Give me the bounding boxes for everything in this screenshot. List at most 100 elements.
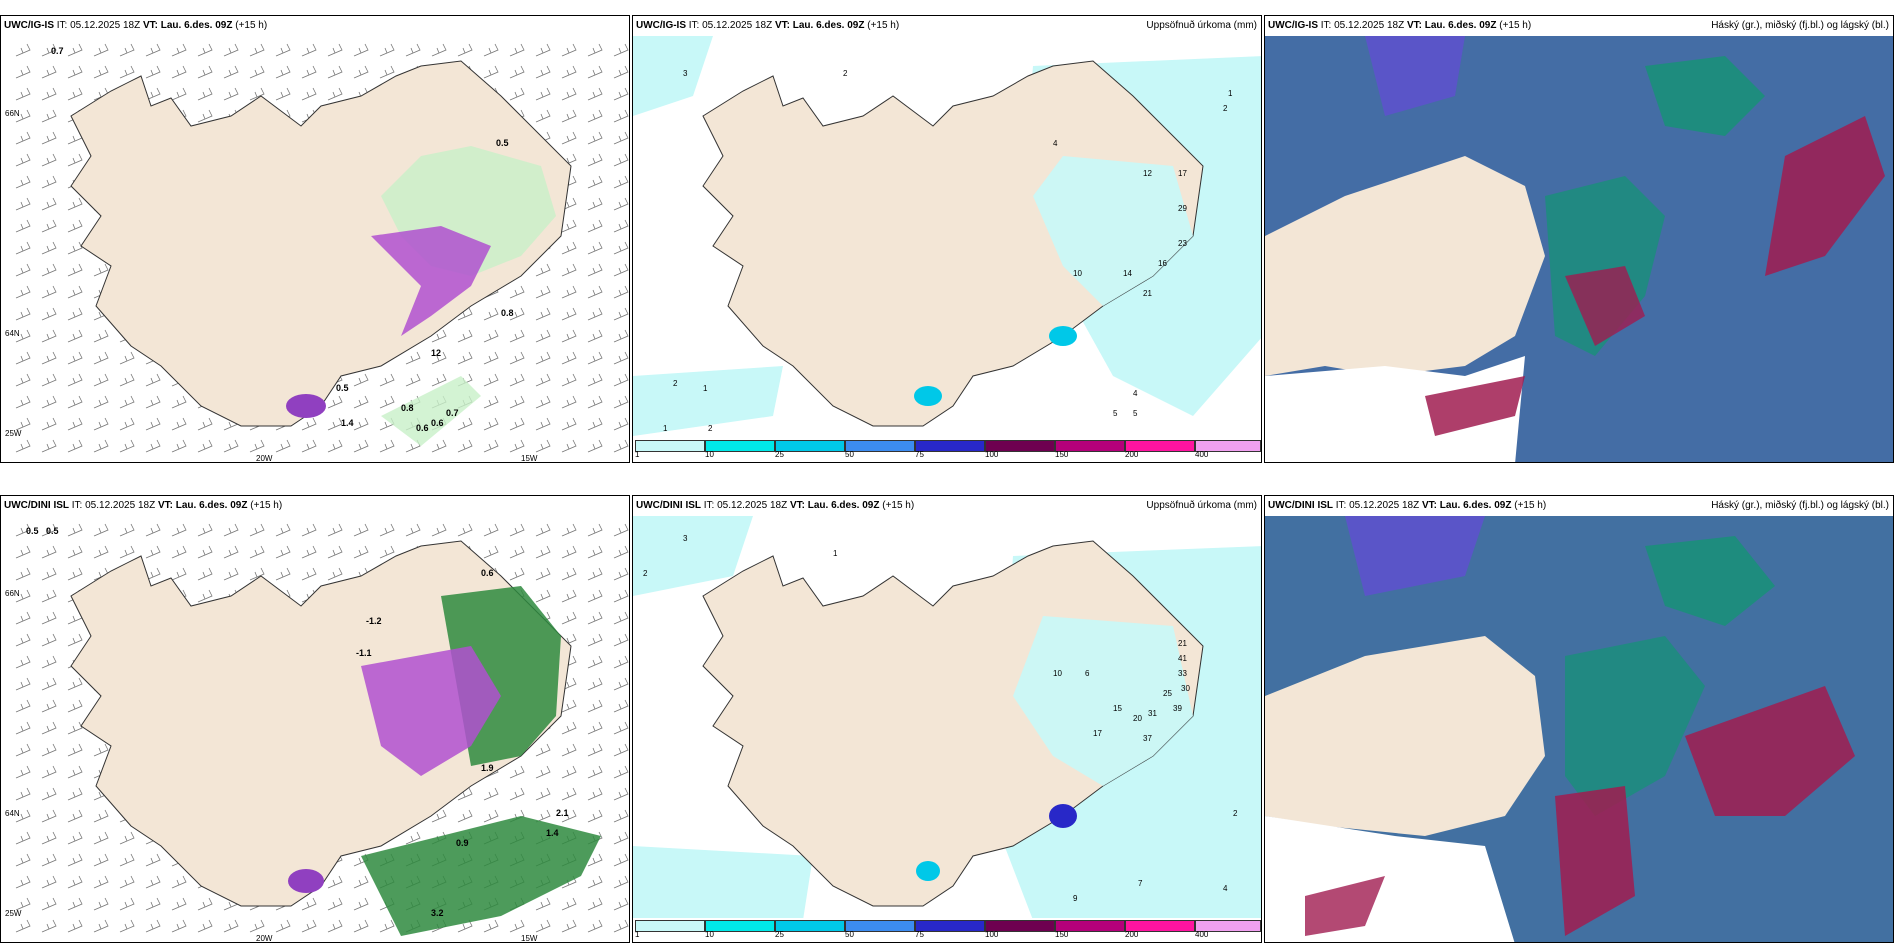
wind-barb-icon bbox=[327, 43, 343, 57]
wind-barb-icon bbox=[483, 439, 499, 453]
wind-value: 0.5 bbox=[336, 383, 349, 393]
lead-time: (+15 h) bbox=[882, 500, 915, 511]
wind-barb-icon bbox=[15, 175, 31, 189]
wind-barb-icon bbox=[613, 153, 629, 167]
wind-barb-icon bbox=[41, 743, 57, 757]
wind-barb-icon bbox=[483, 307, 499, 321]
lead-time: (+15 h) bbox=[250, 500, 283, 511]
wind-barb-icon bbox=[561, 677, 577, 691]
wind-barb-icon bbox=[15, 655, 31, 669]
wind-barb-icon bbox=[197, 43, 213, 57]
wind-barb-icon bbox=[379, 65, 395, 79]
it-label: IT: bbox=[71, 500, 83, 511]
wind-barb-icon bbox=[171, 897, 187, 911]
wind-barb-icon bbox=[67, 721, 83, 735]
wind-barb-icon bbox=[15, 853, 31, 867]
wind-value: 0.7 bbox=[51, 46, 64, 56]
wind-barb-icon bbox=[561, 131, 577, 145]
wind-barb-icon bbox=[587, 721, 603, 735]
wind-barb-icon bbox=[379, 439, 395, 453]
wind-barb-icon bbox=[41, 373, 57, 387]
vt-value: Lau. 6.des. 09Z bbox=[792, 20, 865, 31]
wind-barb-icon bbox=[535, 439, 551, 453]
precip-value: 1 bbox=[833, 549, 838, 558]
panel-precip-dini: UWC/DINI ISL IT: 05.12.2025 18Z VT: Lau.… bbox=[632, 495, 1262, 943]
wind-barb-icon bbox=[275, 65, 291, 79]
colorbar-swatch bbox=[635, 920, 705, 932]
wind-value: 1.4 bbox=[341, 418, 354, 428]
it-value: 05.12.2025 18Z bbox=[702, 20, 773, 31]
wind-barb-icon bbox=[587, 197, 603, 211]
wind-barb-icon bbox=[93, 831, 109, 845]
wind-barb-icon bbox=[197, 65, 213, 79]
precip-value: 4 bbox=[1053, 139, 1058, 148]
wind-barb-icon bbox=[535, 329, 551, 343]
wind-barb-icon bbox=[249, 919, 265, 933]
wind-barb-icon bbox=[41, 699, 57, 713]
wind-barb-icon bbox=[15, 241, 31, 255]
wind-barb-icon bbox=[15, 329, 31, 343]
wind-barb-icon bbox=[249, 523, 265, 537]
wind-barb-icon bbox=[509, 523, 525, 537]
wind-barb-icon bbox=[535, 545, 551, 559]
wind-barb-icon bbox=[15, 153, 31, 167]
wind-barb-icon bbox=[613, 417, 629, 431]
wind-barb-icon bbox=[171, 919, 187, 933]
wind-barb-icon bbox=[483, 329, 499, 343]
colorbar-swatch bbox=[845, 440, 915, 452]
wind-barb-icon bbox=[119, 919, 135, 933]
wind-barb-icon bbox=[587, 65, 603, 79]
wind-barb-icon bbox=[431, 373, 447, 387]
wind-barb-icon bbox=[613, 439, 629, 453]
wind-barb-icon bbox=[613, 655, 629, 669]
wind-barb-icon bbox=[353, 439, 369, 453]
colorbar-swatch bbox=[915, 920, 985, 932]
colorbar-tick: 1 bbox=[635, 930, 640, 939]
wind-barb-icon bbox=[509, 351, 525, 365]
wind-barb-icon bbox=[483, 809, 499, 823]
wind-barb-icon bbox=[67, 787, 83, 801]
precip-value: 29 bbox=[1178, 204, 1187, 213]
wind-barb-icon bbox=[613, 853, 629, 867]
wind-barb-icon bbox=[67, 153, 83, 167]
precip-value: 16 bbox=[1158, 259, 1167, 268]
wind-barb-icon bbox=[249, 567, 265, 581]
wind-barb-icon bbox=[587, 567, 603, 581]
it-value: 05.12.2025 18Z bbox=[1349, 500, 1420, 511]
precip-value: 7 bbox=[1138, 879, 1143, 888]
wind-barb-icon bbox=[145, 545, 161, 559]
wind-barb-icon bbox=[119, 373, 135, 387]
wind-barb-icon bbox=[561, 809, 577, 823]
wind-barb-icon bbox=[613, 43, 629, 57]
wind-barb-icon bbox=[587, 633, 603, 647]
wind-barb-icon bbox=[301, 919, 317, 933]
colorbar-swatch bbox=[1055, 440, 1125, 452]
colorbar-swatch bbox=[1055, 920, 1125, 932]
wind-barb-icon bbox=[431, 43, 447, 57]
wind-barb-icon bbox=[353, 523, 369, 537]
wind-barb-icon bbox=[561, 219, 577, 233]
wind-barb-icon bbox=[561, 765, 577, 779]
wind-barb-icon bbox=[15, 87, 31, 101]
wind-barb-icon bbox=[327, 395, 343, 409]
lat-label-66: 66N bbox=[5, 109, 20, 118]
wind-barb-icon bbox=[535, 743, 551, 757]
colorbar-swatch bbox=[985, 440, 1055, 452]
panel-header: UWC/IG-IS IT: 05.12.2025 18Z VT: Lau. 6.… bbox=[633, 16, 1261, 36]
wind-barb-icon bbox=[613, 329, 629, 343]
wind-barb-icon bbox=[587, 109, 603, 123]
wind-barb-icon bbox=[119, 65, 135, 79]
wind-barb-icon bbox=[67, 87, 83, 101]
model-name: UWC/DINI ISL bbox=[4, 500, 69, 511]
wind-barb-icon bbox=[67, 523, 83, 537]
wind-barb-icon bbox=[67, 699, 83, 713]
wind-barb-icon bbox=[327, 919, 343, 933]
wind-barb-icon bbox=[613, 919, 629, 933]
wind-barb-icon bbox=[119, 417, 135, 431]
it-value: 05.12.2025 18Z bbox=[1334, 20, 1405, 31]
lon-label-25: 25W bbox=[5, 909, 22, 918]
vt-value: Lau. 6.des. 09Z bbox=[1424, 20, 1497, 31]
wind-barb-icon bbox=[41, 307, 57, 321]
wind-barb-icon bbox=[353, 875, 369, 889]
wind-barb-icon bbox=[145, 87, 161, 101]
